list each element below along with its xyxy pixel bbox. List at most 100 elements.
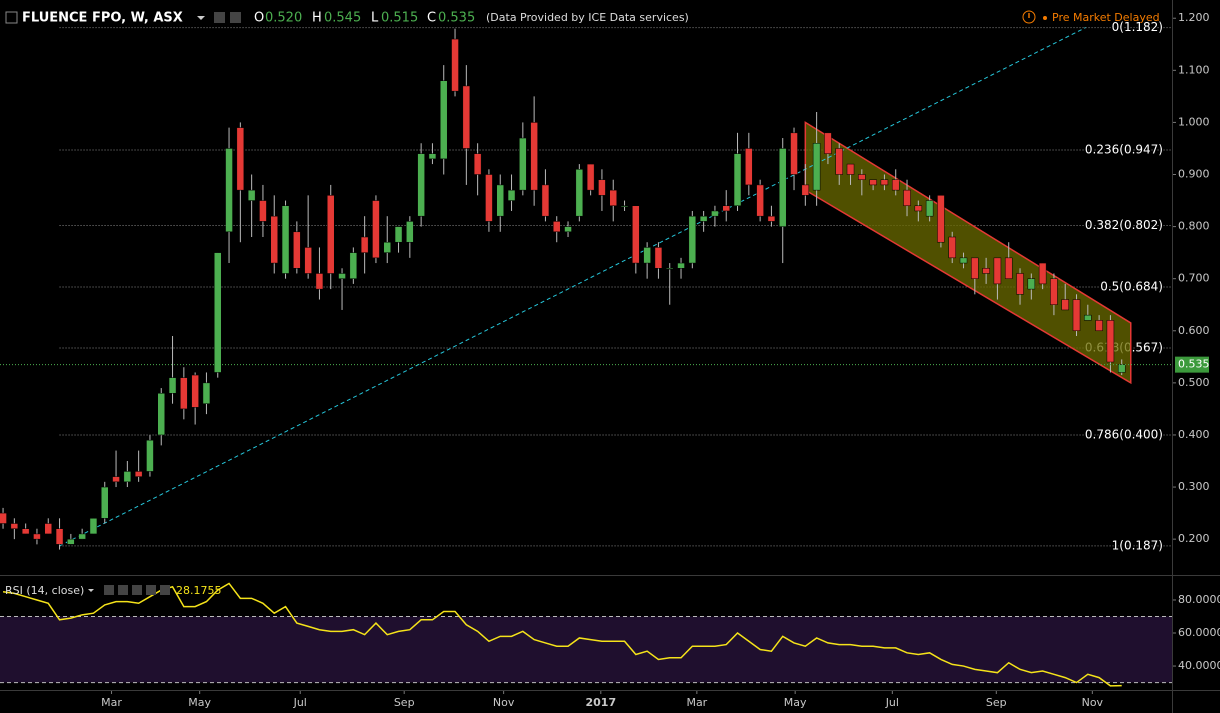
candle-body — [1050, 278, 1058, 305]
candle-body — [993, 257, 1002, 285]
x-tick-label: Nov — [493, 696, 515, 709]
candle-body — [903, 189, 911, 207]
candle-body — [586, 163, 595, 191]
indicator-icon[interactable] — [104, 585, 114, 595]
candle-body — [835, 148, 843, 175]
status-dot — [1043, 16, 1047, 20]
candle-body — [496, 184, 504, 217]
rsi-value: 28.1755 — [176, 584, 222, 597]
candle-body — [270, 215, 278, 264]
fib-label: 0.5(0.684) — [1100, 280, 1163, 294]
candle-body — [1117, 364, 1126, 373]
ohlc-label: H — [312, 11, 322, 26]
candle-body — [55, 528, 64, 545]
fib-label: 0(1.182) — [1112, 20, 1163, 34]
candle-body — [880, 179, 889, 186]
x-tick-label: Nov — [1082, 696, 1104, 709]
candle-body — [846, 163, 855, 175]
indicator-icon[interactable] — [132, 585, 142, 595]
candle-body — [417, 153, 425, 217]
candle-body — [575, 169, 584, 217]
menu-icon[interactable] — [5, 11, 18, 24]
pane-divider — [0, 575, 1220, 576]
candle-body — [699, 215, 708, 222]
y-tick-label: 60.0000 — [1178, 626, 1220, 639]
indicator-icon[interactable] — [146, 585, 156, 595]
candle-body — [462, 85, 471, 149]
hide-icon[interactable] — [230, 12, 241, 23]
candle-body — [236, 127, 245, 191]
candle-body — [858, 174, 866, 180]
settings-icon[interactable] — [214, 12, 225, 23]
candle-body — [620, 205, 629, 208]
candle-body — [168, 377, 177, 394]
candle-body — [914, 205, 923, 212]
candle-body — [643, 247, 651, 264]
candle-body — [722, 205, 730, 212]
candle-body — [925, 200, 934, 217]
y-tick-label: 1.100 — [1178, 63, 1210, 76]
candle-body — [609, 189, 617, 207]
candle-body — [146, 439, 154, 472]
ohlc-label: L — [371, 11, 379, 26]
candle-body — [812, 143, 821, 191]
y-tick-label: 40.0000 — [1178, 659, 1220, 672]
candle-body — [688, 215, 697, 264]
candle-body — [654, 247, 663, 269]
candle-body — [67, 538, 75, 545]
candle-body — [677, 262, 685, 269]
symbol-dropdown[interactable] — [197, 16, 205, 20]
candle-body — [293, 231, 301, 269]
candle-body — [1004, 257, 1013, 279]
y-tick-label: 0.900 — [1178, 168, 1210, 181]
x-tick-label: May — [188, 696, 211, 709]
symbol[interactable]: FLUENCE FPO, W, ASX — [22, 11, 183, 26]
candle-body — [451, 38, 459, 92]
price-axis-divider — [1172, 0, 1173, 713]
candle-body — [360, 236, 369, 253]
candle-body — [473, 153, 482, 175]
candle-body — [869, 179, 877, 186]
x-tick-label: Mar — [686, 696, 707, 709]
indicator-title[interactable]: RSI (14, close) — [5, 584, 84, 597]
candle-body — [745, 148, 753, 186]
market-status: Pre Market Delayed — [1052, 11, 1160, 24]
candle-body — [1084, 314, 1092, 321]
candle-body — [134, 471, 143, 477]
y-tick-label: 0.700 — [1178, 272, 1210, 285]
indicator-icon[interactable] — [160, 585, 170, 595]
candle-body — [89, 518, 98, 535]
delay-icon[interactable] — [1022, 10, 1036, 24]
candle-body — [304, 247, 312, 274]
candle-body — [338, 273, 346, 279]
candle-body — [1072, 299, 1081, 332]
ohlc-value: 0.535 — [438, 11, 475, 26]
rsi-line — [2, 582, 1122, 687]
last-price-label: 0.535 — [1178, 358, 1210, 371]
fib-label: 1(0.187) — [1112, 538, 1163, 552]
ohlc-value: 0.520 — [265, 11, 302, 26]
candle-body — [349, 252, 358, 279]
indicator-dropdown[interactable] — [88, 589, 94, 592]
candle-body — [519, 137, 527, 191]
y-tick-label: 0.300 — [1178, 480, 1210, 493]
candle-body — [1027, 278, 1036, 290]
candle-body — [891, 179, 900, 191]
x-tick-label: Jul — [293, 696, 307, 709]
fib-label: 0.786(0.400) — [1085, 427, 1163, 441]
rsi-band — [0, 616, 1172, 683]
fib-label: 0.236(0.947) — [1085, 143, 1163, 157]
ohlc-value: 0.515 — [381, 11, 418, 26]
candle-body — [1106, 320, 1115, 363]
indicator-icon[interactable] — [118, 585, 128, 595]
candle-body — [552, 221, 561, 233]
candle-body — [1016, 273, 1024, 295]
candle-body — [756, 184, 764, 217]
candle-body — [1061, 299, 1069, 311]
candle-body — [778, 148, 787, 227]
candle-body — [801, 184, 810, 196]
candle-body — [21, 528, 30, 535]
candle-body — [485, 174, 493, 222]
candle-body — [202, 382, 211, 404]
